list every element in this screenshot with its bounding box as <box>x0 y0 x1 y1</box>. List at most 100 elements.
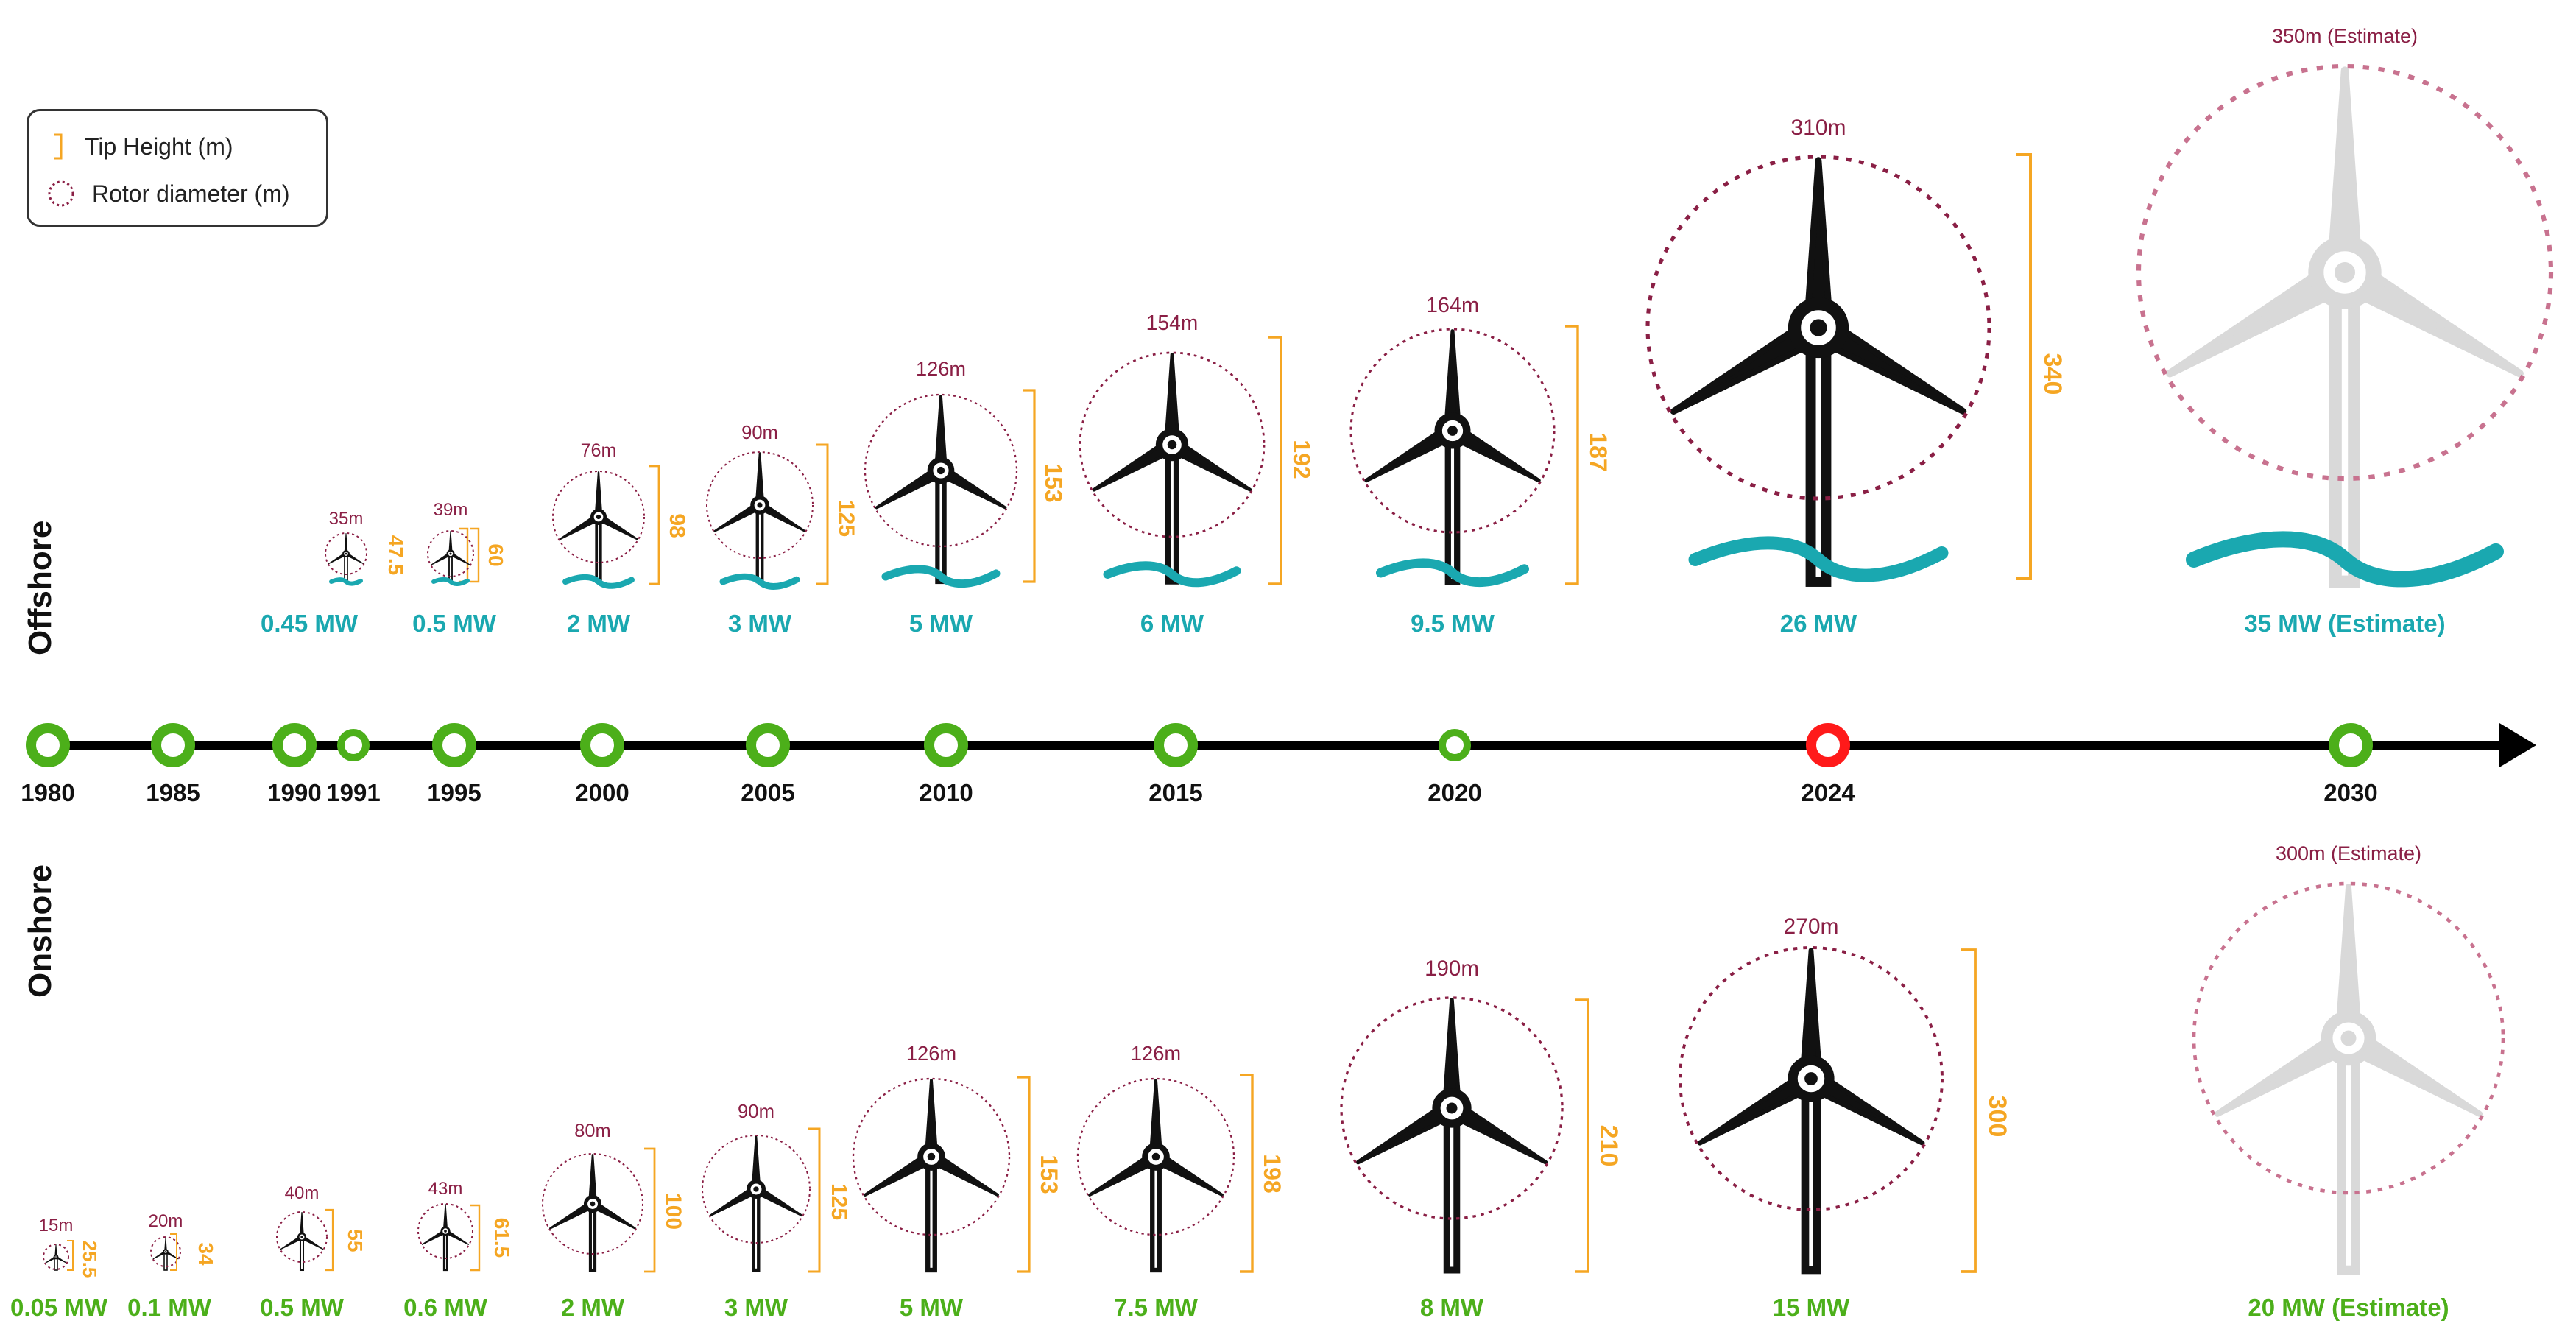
onshore-tip-label: 300 <box>1983 1096 2011 1138</box>
onshore-turbine-6 <box>852 1077 1011 1273</box>
offshore-tip-bracket <box>1023 389 1036 583</box>
offshore-tip-label: 47.5 <box>384 535 407 576</box>
offshore-power-label: 0.5 MW <box>412 610 497 637</box>
legend-item-rotor-diameter: Rotor diameter (m) <box>46 179 290 208</box>
tip-bracket-icon <box>54 133 63 160</box>
turbine-blade <box>300 1212 304 1235</box>
onshore-rotor-label: 300m (Estimate) <box>2276 842 2421 864</box>
onshore-rotor-label: 40m <box>285 1183 320 1203</box>
turbine-blade <box>152 1251 166 1260</box>
turbine-blade <box>1160 1155 1224 1197</box>
onshore-rotor-label: 126m <box>1131 1042 1181 1065</box>
onshore-rotor-label: 126m <box>906 1042 956 1065</box>
rotor-circle <box>427 530 474 577</box>
turbine-tower <box>588 1207 597 1272</box>
legend-tip-label: Tip Height (m) <box>85 133 233 160</box>
offshore-tip-label: 98 <box>665 513 689 538</box>
turbine-blade <box>1149 1079 1162 1149</box>
turbine-blade <box>1444 329 1461 421</box>
onshore-power-label: 2 MW <box>561 1294 625 1321</box>
year-label-2024: 2024 <box>1801 779 1855 806</box>
timeline-node-2010 <box>924 723 968 767</box>
timeline-node-1990 <box>272 723 317 767</box>
onshore-turbine-10 <box>2192 881 2505 1275</box>
offshore-rotor-label: 164m <box>1426 294 1479 317</box>
turbine-blade <box>755 452 764 500</box>
turbine-blade <box>56 1256 67 1264</box>
turbine-blade <box>709 1188 753 1217</box>
offshore-rotor-label: 310m <box>1790 116 1846 140</box>
rotor-circle <box>706 451 814 559</box>
offshore-power-label: 9.5 MW <box>1411 610 1495 637</box>
turbine-blade <box>752 1135 761 1184</box>
turbine-blade <box>1804 157 1832 311</box>
turbine-blade <box>1458 1107 1548 1165</box>
turbine-hub-center <box>936 466 945 475</box>
rotor-circle <box>417 1203 473 1259</box>
offshore-turbine-5 <box>1079 351 1266 585</box>
turbine-blade <box>344 533 348 552</box>
onshore-turbine-2 <box>276 1211 328 1272</box>
turbine-blade <box>1443 998 1461 1097</box>
turbine-tower <box>2329 286 2360 588</box>
turbine-blade <box>1670 325 1810 415</box>
timeline-node-2000 <box>580 723 624 767</box>
offshore-turbine-0 <box>325 532 367 582</box>
turbine-blade <box>2357 1036 2483 1117</box>
onshore-tip-label: 55 <box>344 1229 367 1252</box>
year-label-1991: 1991 <box>326 779 380 806</box>
offshore-turbine-7 <box>1645 155 1991 587</box>
turbine-tower <box>442 1233 448 1272</box>
onshore-tip-bracket <box>1240 1074 1254 1273</box>
turbine-hub-center <box>590 1201 596 1207</box>
onshore-rotor-label: 270m <box>1783 915 1838 939</box>
turbine-hub-center <box>165 1251 166 1252</box>
onshore-turbine-3 <box>417 1203 473 1272</box>
onshore-power-label: 15 MW <box>1773 1294 1850 1321</box>
turbine-blade <box>1088 1155 1152 1197</box>
onshore-turbine-7 <box>1076 1077 1235 1273</box>
turbine-blade <box>280 1236 301 1250</box>
turbine-blade <box>1697 1077 1804 1146</box>
onshore-tip-bracket <box>808 1127 821 1273</box>
onshore-rotor-label: 20m <box>149 1211 183 1231</box>
turbine-blade <box>1092 443 1168 492</box>
turbine-blade <box>2336 884 2361 1023</box>
turbine-hub-center <box>300 1236 303 1238</box>
offshore-wave-icon <box>431 577 470 586</box>
onshore-power-label: 20 MW (Estimate) <box>2248 1294 2449 1321</box>
year-label-2000: 2000 <box>575 779 629 806</box>
offshore-rotor-label: 154m <box>1146 311 1199 334</box>
offshore-turbine-6 <box>1349 328 1556 585</box>
offshore-tip-bracket <box>2016 153 2032 580</box>
onshore-tip-label: 25.5 <box>79 1241 101 1278</box>
turbine-blade <box>164 1236 167 1251</box>
turbine-hub-center <box>55 1256 57 1258</box>
year-label-2005: 2005 <box>741 779 794 806</box>
offshore-power-label: 3 MW <box>728 610 792 637</box>
turbine-blade <box>1364 429 1447 483</box>
legend-rotor-label: Rotor diameter (m) <box>92 180 290 207</box>
offshore-tip-label: 340 <box>2039 353 2067 395</box>
onshore-tip-label: 125 <box>827 1183 851 1220</box>
turbine-hub-center <box>449 552 452 555</box>
turbine-blade <box>431 553 450 565</box>
onshore-turbine-4 <box>542 1153 643 1272</box>
offshore-wave-icon <box>329 577 363 586</box>
rotor-circle <box>1645 155 1991 501</box>
offshore-wave-icon <box>2186 531 2504 588</box>
rotor-circle <box>325 532 367 575</box>
offshore-turbines: 35m 47.5 0.45 MW 39m 60 0.5 MW 76m 98 2 MW 90m 125… <box>261 25 2554 637</box>
offshore-tip-bracket <box>1565 325 1579 585</box>
turbine-blade <box>1818 1077 1925 1146</box>
turbine-blade <box>945 469 1007 510</box>
turbine-blade <box>1458 429 1541 483</box>
turbine-hub-center <box>596 514 601 520</box>
offshore-power-label: 6 MW <box>1140 610 1204 637</box>
rotor-circle <box>864 393 1018 548</box>
turbine-blade <box>595 471 602 512</box>
turbine-hub-center <box>2335 262 2355 283</box>
turbine-blade <box>762 504 806 532</box>
onshore-power-label: 5 MW <box>900 1294 964 1321</box>
onshore-turbine-5 <box>702 1135 811 1272</box>
